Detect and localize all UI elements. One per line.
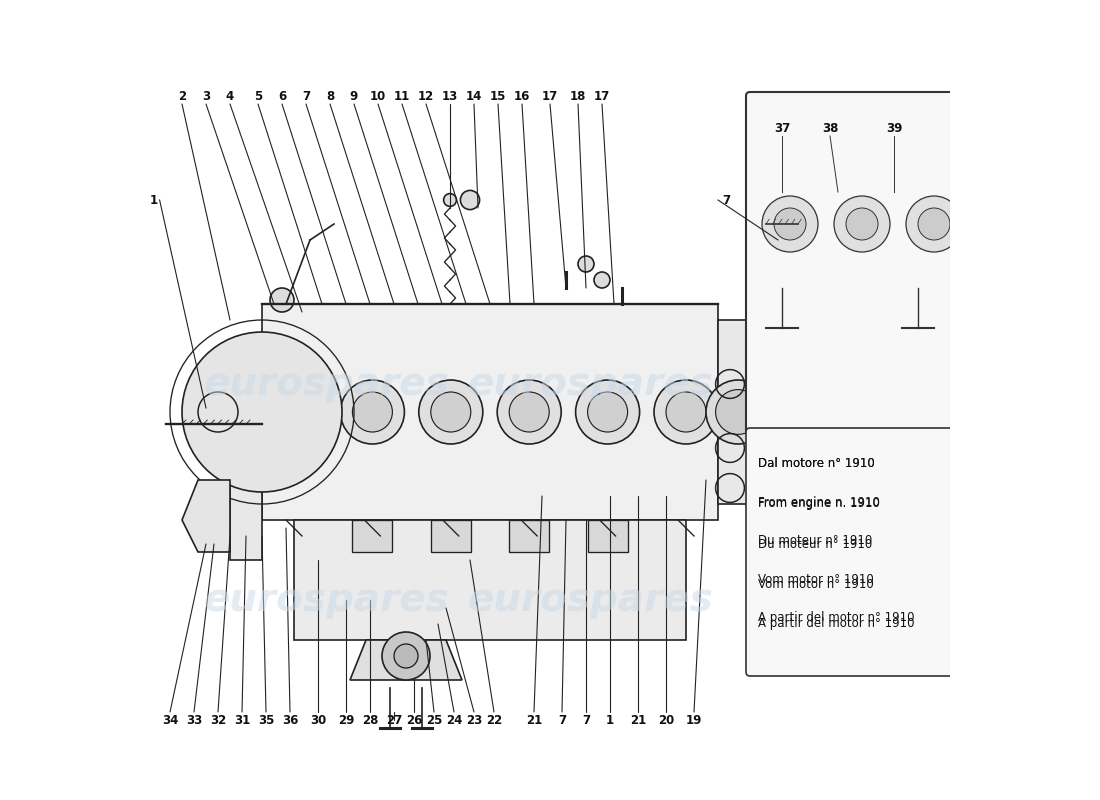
Text: 1: 1 bbox=[606, 714, 614, 726]
Text: 4: 4 bbox=[226, 90, 234, 102]
Text: 6: 6 bbox=[278, 90, 286, 102]
Circle shape bbox=[587, 392, 628, 432]
Circle shape bbox=[394, 644, 418, 668]
Text: 13: 13 bbox=[442, 90, 458, 102]
Text: 10: 10 bbox=[370, 90, 386, 102]
Text: 24: 24 bbox=[446, 714, 462, 726]
Text: 37: 37 bbox=[774, 122, 790, 134]
Polygon shape bbox=[182, 480, 230, 552]
Text: 15: 15 bbox=[490, 90, 506, 102]
Circle shape bbox=[352, 392, 393, 432]
Text: 7: 7 bbox=[722, 194, 730, 206]
Circle shape bbox=[716, 390, 760, 434]
Text: Du moteur n° 1910: Du moteur n° 1910 bbox=[758, 534, 872, 547]
Text: eurospares: eurospares bbox=[468, 365, 713, 403]
Text: eurospares: eurospares bbox=[468, 581, 713, 619]
FancyBboxPatch shape bbox=[746, 92, 954, 436]
Text: 14: 14 bbox=[465, 90, 482, 102]
Bar bbox=[294, 520, 686, 640]
Text: 17: 17 bbox=[594, 90, 610, 102]
Circle shape bbox=[270, 288, 294, 312]
Bar bbox=[431, 520, 471, 552]
Text: Du moteur n° 1910: Du moteur n° 1910 bbox=[758, 538, 872, 550]
Circle shape bbox=[666, 392, 706, 432]
Text: A partir del motor n° 1910: A partir del motor n° 1910 bbox=[758, 618, 914, 630]
Text: eurospares: eurospares bbox=[204, 581, 449, 619]
Bar bbox=[352, 520, 393, 552]
Text: 5: 5 bbox=[254, 90, 262, 102]
Text: A partir del motor n° 1910: A partir del motor n° 1910 bbox=[758, 611, 914, 624]
Circle shape bbox=[578, 256, 594, 272]
Text: 17: 17 bbox=[542, 90, 558, 102]
Text: 31: 31 bbox=[234, 714, 250, 726]
Circle shape bbox=[846, 208, 878, 240]
Text: Dal motore n° 1910: Dal motore n° 1910 bbox=[758, 458, 875, 470]
Text: From engine n. 1910: From engine n. 1910 bbox=[758, 496, 880, 509]
Text: 22: 22 bbox=[486, 714, 502, 726]
Text: eurospares: eurospares bbox=[204, 365, 449, 403]
Text: 33: 33 bbox=[186, 714, 202, 726]
Text: 29: 29 bbox=[338, 714, 354, 726]
Circle shape bbox=[382, 632, 430, 680]
Text: 34: 34 bbox=[162, 714, 178, 726]
Circle shape bbox=[419, 380, 483, 444]
Text: 20: 20 bbox=[658, 714, 674, 726]
Text: 12: 12 bbox=[418, 90, 434, 102]
Text: 2: 2 bbox=[178, 90, 186, 102]
Text: Dal motore n° 1910: Dal motore n° 1910 bbox=[758, 458, 875, 470]
Text: 39: 39 bbox=[886, 122, 902, 134]
Text: 16: 16 bbox=[514, 90, 530, 102]
Text: 7: 7 bbox=[582, 714, 590, 726]
Circle shape bbox=[461, 190, 480, 210]
Bar bbox=[509, 520, 549, 552]
Polygon shape bbox=[350, 640, 462, 680]
Text: 38: 38 bbox=[822, 122, 838, 134]
Text: 23: 23 bbox=[466, 714, 482, 726]
Circle shape bbox=[575, 380, 639, 444]
Text: 30: 30 bbox=[310, 714, 326, 726]
FancyBboxPatch shape bbox=[746, 428, 954, 676]
Text: 21: 21 bbox=[630, 714, 646, 726]
Text: 8: 8 bbox=[326, 90, 334, 102]
Text: 9: 9 bbox=[350, 90, 359, 102]
Circle shape bbox=[706, 380, 770, 444]
Text: Vom motor n° 1910: Vom motor n° 1910 bbox=[758, 573, 873, 586]
Circle shape bbox=[509, 392, 549, 432]
Text: 27: 27 bbox=[386, 714, 403, 726]
Text: 21: 21 bbox=[526, 714, 542, 726]
Text: 25: 25 bbox=[426, 714, 442, 726]
Circle shape bbox=[497, 380, 561, 444]
Circle shape bbox=[182, 332, 342, 492]
Polygon shape bbox=[230, 464, 262, 560]
Text: 7: 7 bbox=[301, 90, 310, 102]
Circle shape bbox=[594, 272, 610, 288]
Text: From engine n. 1910: From engine n. 1910 bbox=[758, 498, 880, 510]
Bar bbox=[718, 320, 758, 504]
Bar bbox=[262, 304, 718, 520]
Circle shape bbox=[906, 196, 962, 252]
Text: 18: 18 bbox=[570, 90, 586, 102]
Circle shape bbox=[431, 392, 471, 432]
Text: 28: 28 bbox=[362, 714, 378, 726]
Circle shape bbox=[654, 380, 718, 444]
Text: 11: 11 bbox=[394, 90, 410, 102]
Circle shape bbox=[443, 194, 456, 206]
Circle shape bbox=[340, 380, 405, 444]
Text: 3: 3 bbox=[202, 90, 210, 102]
Circle shape bbox=[762, 196, 818, 252]
Text: 7: 7 bbox=[558, 714, 566, 726]
Text: Vom motor n° 1910: Vom motor n° 1910 bbox=[758, 578, 873, 590]
Circle shape bbox=[262, 380, 326, 444]
Text: 1: 1 bbox=[150, 194, 158, 206]
Circle shape bbox=[834, 196, 890, 252]
Circle shape bbox=[274, 392, 313, 432]
Text: 36: 36 bbox=[282, 714, 298, 726]
Text: 35: 35 bbox=[257, 714, 274, 726]
Circle shape bbox=[774, 208, 806, 240]
Circle shape bbox=[918, 208, 950, 240]
Text: 32: 32 bbox=[210, 714, 227, 726]
Text: 19: 19 bbox=[685, 714, 702, 726]
Text: 26: 26 bbox=[406, 714, 422, 726]
Bar bbox=[587, 520, 628, 552]
